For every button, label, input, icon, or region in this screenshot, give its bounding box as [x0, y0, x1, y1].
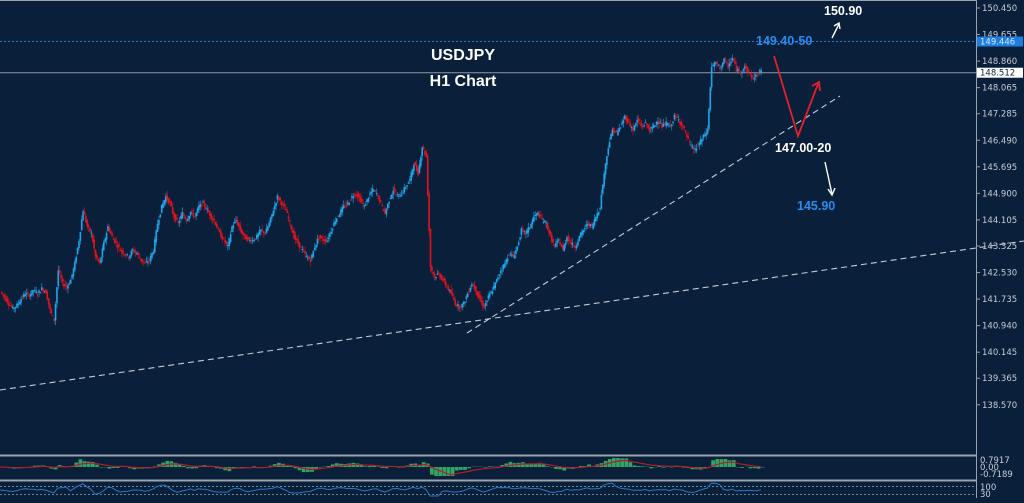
price-tick-label: 139.365 [982, 374, 1017, 384]
support-label: 147.00-20 [775, 141, 831, 155]
macd-indicator[interactable] [0, 458, 765, 476]
price-tick-label: 140.940 [982, 322, 1017, 332]
trendline[interactable] [467, 96, 840, 333]
price-tick-label: 150.450 [982, 4, 1017, 14]
price-tick-label: 144.105 [982, 216, 1017, 226]
price-tick-label: 145.695 [982, 163, 1017, 173]
price-axis[interactable]: 150.450149.655148.860148.065147.285146.4… [976, 4, 1017, 411]
level-badge-label: 149.446 [980, 38, 1015, 48]
price-tick-label: 146.490 [982, 136, 1017, 146]
trendlines[interactable] [0, 96, 1024, 390]
price-tick-label: 138.570 [982, 401, 1017, 411]
downside-target-label: 145.90 [797, 199, 835, 213]
forecast-path-icon [774, 56, 820, 136]
trendline[interactable] [0, 241, 1024, 390]
resistance-label: 149.40-50 [756, 34, 812, 48]
price-tick-label: 141.735 [982, 295, 1017, 305]
price-tick-label: 148.860 [982, 57, 1017, 67]
rsi-indicator[interactable] [0, 483, 976, 496]
price-tick-label: 148.065 [982, 84, 1017, 94]
arrow-up-right-icon [832, 23, 840, 38]
current-price-badge-label: 148.512 [980, 69, 1015, 79]
horizontal-levels: 149.446 148.512 [0, 37, 1023, 79]
chart-title: USDJPY [431, 47, 495, 64]
candlesticks [1, 54, 762, 325]
arrow-down-icon [825, 162, 835, 195]
price-tick-label: 140.145 [982, 348, 1017, 358]
price-tick-label: 147.285 [982, 110, 1017, 120]
price-tick-label: 144.900 [982, 189, 1017, 199]
upside-target-label: 150.90 [824, 4, 862, 18]
rsi-lower-label: 30 [980, 490, 991, 498]
price-tick-label: 142.530 [982, 269, 1017, 279]
macd-lower-label: -0.7189 [980, 470, 1013, 480]
chart-subtitle: H1 Chart [430, 73, 497, 90]
price-tick-label: 143.325 [982, 242, 1017, 252]
